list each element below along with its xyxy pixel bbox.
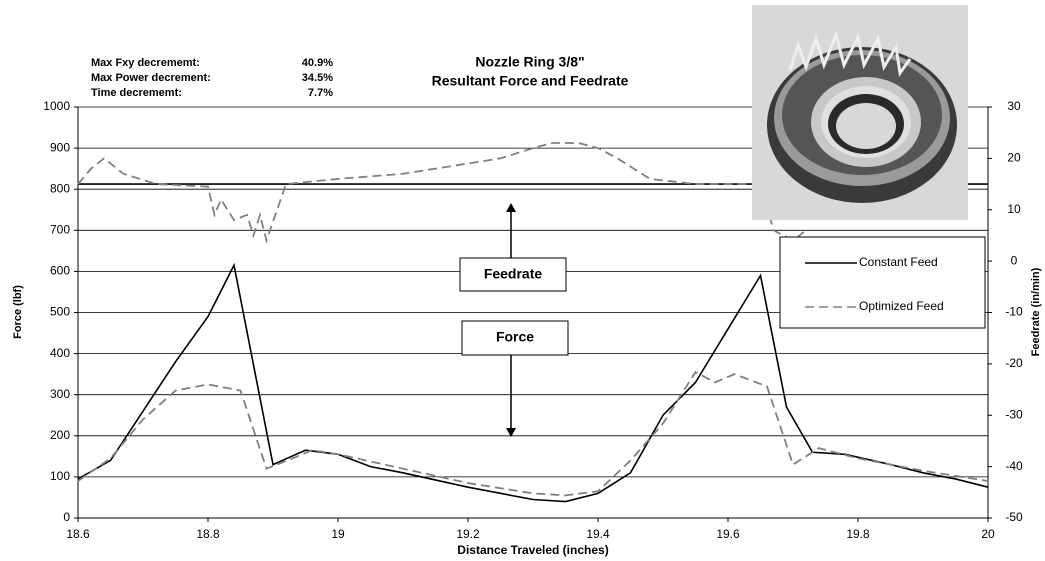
box-label: Feedrate xyxy=(484,266,543,282)
x-tick-label: 19.4 xyxy=(586,527,610,541)
series-line xyxy=(77,262,989,503)
y-tick-label: 800 xyxy=(50,181,70,195)
y-tick-label: 600 xyxy=(50,264,70,278)
legend-label: Optimized Feed xyxy=(859,299,944,313)
x-tick-label: 19.8 xyxy=(846,527,870,541)
legend-label: Constant Feed xyxy=(859,255,938,269)
y-tick-label: 1000 xyxy=(43,99,70,113)
x-tick-label: 19 xyxy=(331,527,345,541)
y-tick-label: 400 xyxy=(50,346,70,360)
annotation-value: 40.9% xyxy=(302,57,333,69)
y-tick-label: 500 xyxy=(50,305,70,319)
y2-tick-label: -10 xyxy=(1005,305,1023,319)
chart-title: Resultant Force and Feedrate xyxy=(432,73,629,89)
y-tick-label: 900 xyxy=(50,140,70,154)
annotation-value: 7.7% xyxy=(308,87,333,99)
y2-tick-label: 20 xyxy=(1007,151,1021,165)
x-tick-label: 18.6 xyxy=(66,527,90,541)
legend-entries: Constant Feed Optimized Feed xyxy=(805,255,944,313)
x-axis-label: Distance Traveled (inches) xyxy=(457,543,608,557)
y-axis-label: Force (lbf) xyxy=(12,285,24,339)
annotation-label: Max Fxy decrememt: xyxy=(91,57,200,69)
annotation-arrows xyxy=(459,203,569,437)
annotation-label: Time decrememt: xyxy=(91,87,182,99)
x-tick-label: 19.2 xyxy=(456,527,480,541)
y2-tick-label: -20 xyxy=(1005,356,1023,370)
series-line xyxy=(77,142,807,244)
x-tick-label: 18.8 xyxy=(196,527,220,541)
x-tick-label: 20 xyxy=(981,527,995,541)
annotations: Max Fxy decrememt: 40.9% Max Power decreme… xyxy=(91,57,333,99)
y-tick-label: 100 xyxy=(50,469,70,483)
y2-tick-label: -40 xyxy=(1005,459,1023,473)
y2-tick-label: 30 xyxy=(1007,99,1021,113)
annotation-label: Max Power decrement: xyxy=(91,72,211,84)
y-tick-label: 200 xyxy=(50,428,70,442)
chart-title: Nozzle Ring 3/8" xyxy=(475,54,584,70)
legend xyxy=(779,236,986,329)
box-label: Force xyxy=(496,329,534,345)
y2-axis-label: Feedrate (in/min) xyxy=(1030,267,1042,356)
photo xyxy=(752,5,968,220)
y2-tick-label: -30 xyxy=(1005,407,1023,421)
series-line xyxy=(77,370,989,497)
y-tick-label: 700 xyxy=(50,222,70,236)
y-tick-label: 300 xyxy=(50,387,70,401)
y2-tick-label: -50 xyxy=(1005,510,1023,524)
annotation-value: 34.5% xyxy=(302,72,333,84)
x-tick-label: 19.6 xyxy=(716,527,740,541)
y-tick-label: 0 xyxy=(63,510,70,524)
y2-tick-label: 0 xyxy=(1011,253,1018,267)
y2-tick-label: 10 xyxy=(1007,202,1021,216)
